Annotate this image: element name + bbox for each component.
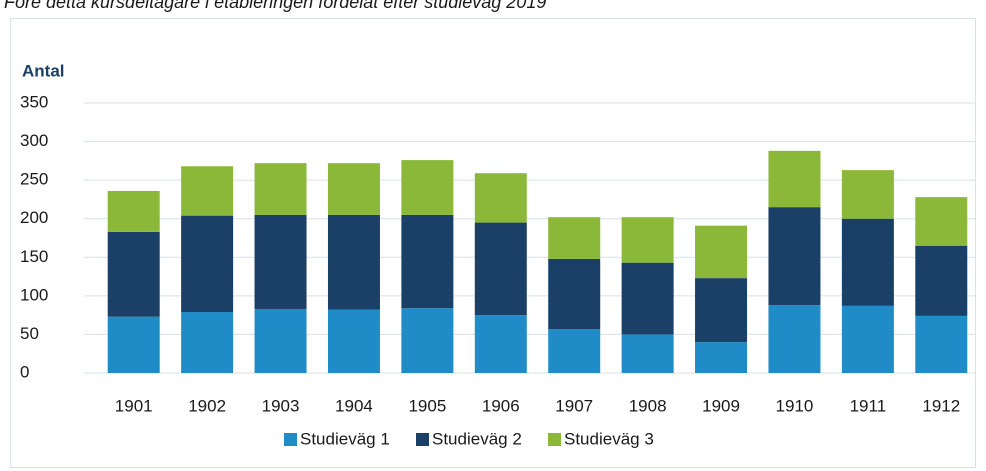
bar-segment — [181, 166, 234, 216]
x-tick-label: 1912 — [922, 396, 960, 415]
x-tick-label: 1905 — [408, 396, 446, 415]
bar-segment — [768, 207, 821, 306]
x-tick-label: 1910 — [776, 396, 814, 415]
bar-segment — [548, 258, 601, 330]
y-tick-label: 300 — [20, 131, 48, 150]
bar-segment — [915, 315, 968, 373]
bar-segment — [327, 163, 380, 215]
y-tick-label: 350 — [20, 92, 48, 111]
x-tick-label: 1901 — [115, 396, 153, 415]
legend-swatch — [284, 433, 297, 446]
x-tick-label: 1908 — [629, 396, 667, 415]
bar-segment — [768, 305, 821, 373]
bar-segment — [181, 215, 234, 313]
x-tick-label: 1906 — [482, 396, 520, 415]
y-tick-label: 0 — [20, 362, 29, 381]
bar-segment — [915, 197, 968, 246]
bar-segment — [695, 225, 748, 279]
legend-label: Studieväg 3 — [564, 429, 654, 448]
bar-segment — [254, 308, 307, 373]
x-tick-label: 1909 — [702, 396, 740, 415]
bar-segment — [548, 329, 601, 373]
bar-segment — [841, 170, 894, 219]
bar-segment — [474, 173, 527, 223]
bar-segment — [474, 315, 527, 373]
bar-segment — [841, 305, 894, 373]
chart-title: Före detta kursdeltagare i etableringen … — [4, 0, 546, 12]
bar-segment — [254, 214, 307, 309]
y-axis-label: Antal — [22, 61, 65, 80]
y-tick-label: 100 — [20, 285, 48, 304]
bar-segment — [107, 316, 160, 373]
legend-label: Studieväg 1 — [300, 429, 390, 448]
bar-segment — [474, 222, 527, 316]
bar-segment — [327, 309, 380, 373]
chart-frame — [10, 18, 976, 468]
bar-segment — [695, 342, 748, 373]
bar-segment — [621, 334, 674, 373]
bar-segment — [401, 308, 454, 373]
x-tick-label: 1904 — [335, 396, 373, 415]
bar-segment — [695, 278, 748, 343]
x-tick-label: 1911 — [850, 396, 887, 415]
bar-segment — [621, 217, 674, 263]
bar-segment — [254, 163, 307, 215]
bar-segment — [181, 312, 234, 373]
legend-swatch — [548, 433, 561, 446]
x-tick-label: 1907 — [555, 396, 593, 415]
y-tick-label: 50 — [20, 324, 39, 343]
bar-segment — [327, 214, 380, 310]
bar-segment — [915, 245, 968, 316]
legend-label: Studieväg 2 — [432, 429, 522, 448]
bar-segment — [107, 231, 160, 317]
bar-segment — [107, 190, 160, 232]
y-tick-label: 250 — [20, 170, 48, 189]
bar-segment — [621, 262, 674, 335]
y-tick-label: 200 — [20, 208, 48, 227]
bar-segment — [768, 150, 821, 208]
bar-segment — [841, 218, 894, 306]
x-tick-label: 1902 — [188, 396, 226, 415]
legend-swatch — [416, 433, 429, 446]
bar-segment — [401, 214, 454, 309]
bar-segment — [401, 160, 454, 215]
y-tick-label: 150 — [20, 247, 48, 266]
x-tick-label: 1903 — [262, 396, 300, 415]
bar-segment — [548, 217, 601, 259]
